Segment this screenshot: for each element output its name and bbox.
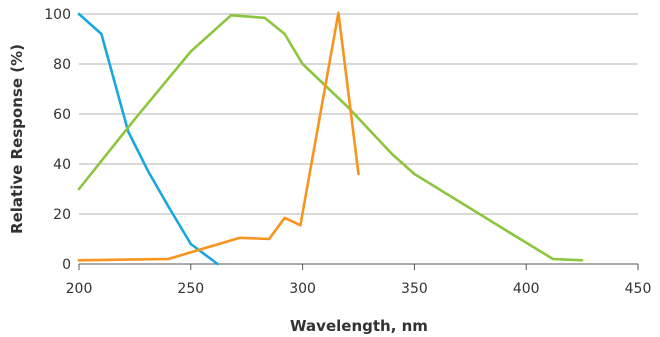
y-tick-label-60: 60 — [53, 107, 71, 123]
x-tick-label-450: 450 — [625, 281, 652, 297]
x-tick-label-400: 400 — [513, 281, 540, 297]
x-tick-label-300: 300 — [289, 281, 316, 297]
series-line-1 — [77, 12, 219, 266]
x-axis-label: Wavelength, nm — [290, 317, 428, 335]
x-tick-label-200: 200 — [66, 281, 93, 297]
grid-lines — [79, 13, 638, 215]
y-tick-label-100: 100 — [44, 7, 71, 23]
tick-labels: 0 20 40 60 80 100 200 250 300 350 400 450 — [44, 7, 651, 297]
x-tick-label-350: 350 — [401, 281, 428, 297]
y-tick-label-20: 20 — [53, 207, 71, 223]
y-tick-label-80: 80 — [53, 57, 71, 73]
series-line-3 — [77, 11, 360, 262]
series-lines — [77, 11, 584, 266]
x-tick-label-250: 250 — [177, 281, 204, 297]
y-tick-label-40: 40 — [53, 157, 71, 173]
y-tick-label-0: 0 — [62, 257, 71, 273]
axes — [78, 263, 639, 270]
y-axis-label: Relative Response (%) — [8, 44, 26, 234]
